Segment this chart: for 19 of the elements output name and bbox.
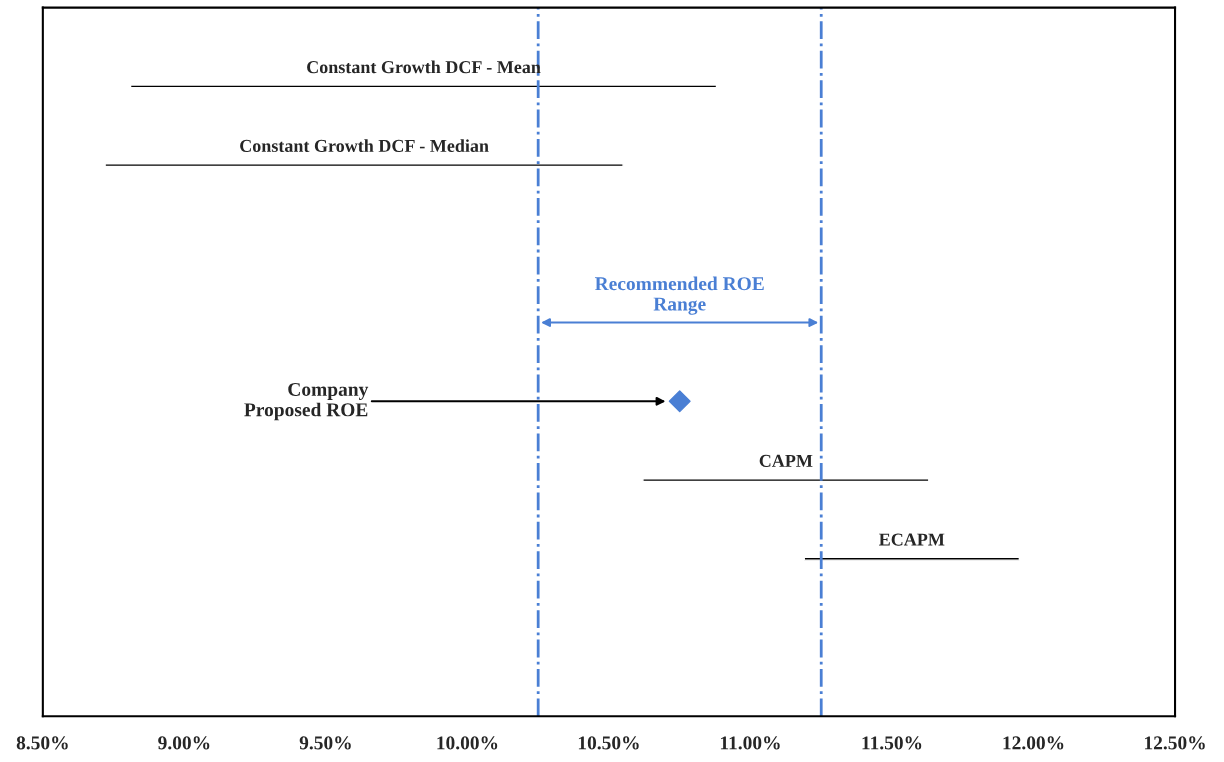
bar — [803, 556, 1021, 561]
x-tick-label: 12.50% — [1145, 736, 1205, 750]
y-tick-label: ECAPM — [879, 533, 945, 546]
y-tick-label: CAPM — [759, 454, 813, 467]
x-tick-label: 9.00% — [158, 736, 210, 750]
x-tick-label: 10.00% — [437, 736, 498, 750]
x-tick-label: 12.00% — [1003, 736, 1064, 750]
annotation: Recommended ROE Range — [594, 276, 764, 315]
x-tick-label: 11.00% — [720, 736, 780, 750]
x-tick-label: 11.50% — [862, 736, 922, 750]
bar — [129, 84, 718, 89]
x-tick-label: 10.50% — [578, 736, 639, 750]
bar — [104, 163, 624, 168]
x-tick-label: 9.50% — [299, 736, 351, 750]
y-tick-label: Constant Growth DCF - Mean — [307, 60, 541, 74]
x-tick-label: 8.50% — [16, 736, 68, 750]
bar — [642, 477, 930, 483]
y-tick-label: Constant Growth DCF - Median — [240, 139, 489, 152]
annotation: Company Proposed ROE — [244, 382, 369, 421]
